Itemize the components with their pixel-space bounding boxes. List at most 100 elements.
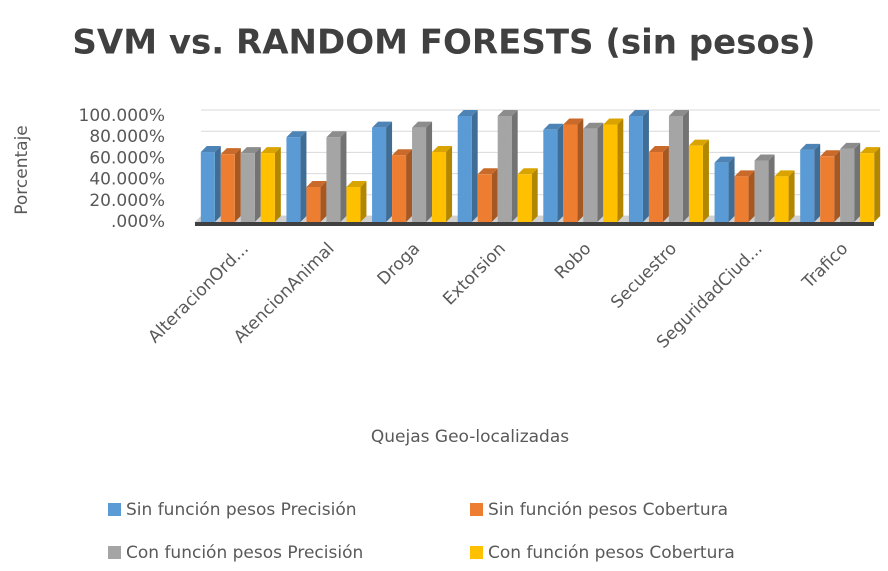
bar-top xyxy=(754,154,775,161)
bar-side xyxy=(300,131,307,222)
bar xyxy=(800,149,815,222)
bar-top xyxy=(260,147,281,154)
bar-side xyxy=(834,150,841,222)
bar-side xyxy=(702,139,709,222)
bar xyxy=(346,187,361,222)
bar-top xyxy=(603,118,624,125)
bar-top xyxy=(457,110,478,116)
bar xyxy=(774,176,789,222)
bar xyxy=(497,116,512,222)
legend-swatch xyxy=(108,503,121,516)
bar xyxy=(306,187,321,222)
x-tick-label: Extorsion xyxy=(439,239,509,309)
bar-top xyxy=(583,122,604,129)
bar xyxy=(734,176,749,222)
bar-side xyxy=(426,121,433,222)
bar-side xyxy=(662,146,669,222)
y-tick-label: 80.000% xyxy=(89,127,165,147)
bar xyxy=(543,129,558,222)
bar-top xyxy=(860,147,881,154)
y-tick-label: 60.000% xyxy=(89,148,165,168)
y-tick-label: .000% xyxy=(111,212,165,232)
bar xyxy=(628,116,643,222)
bar-top xyxy=(346,181,367,188)
floor xyxy=(195,216,880,222)
bar-side xyxy=(214,146,221,222)
bar-top xyxy=(774,170,795,177)
x-tick-label: Trafico xyxy=(798,239,852,293)
x-tick-label: Robo xyxy=(551,239,595,283)
bar xyxy=(754,160,769,222)
bar-side xyxy=(406,149,413,222)
bar-side xyxy=(531,168,538,222)
bar xyxy=(477,174,492,222)
bar-side xyxy=(617,118,624,222)
bar xyxy=(457,116,472,222)
bar xyxy=(563,124,578,222)
legend-swatch xyxy=(108,546,121,559)
bar xyxy=(688,145,703,222)
bar-side xyxy=(254,147,261,222)
bar-side xyxy=(320,181,327,222)
bar-side xyxy=(788,170,795,222)
bar xyxy=(820,156,835,222)
bar xyxy=(603,124,618,222)
x-tick-label: Secuestro xyxy=(607,239,681,313)
legend-swatch xyxy=(470,503,483,516)
bar-top xyxy=(286,131,307,138)
bar-top xyxy=(306,181,327,188)
legend-label: Sin función pesos Cobertura xyxy=(488,500,728,520)
bar-top xyxy=(200,146,221,153)
bar-side xyxy=(768,154,775,222)
bar-side xyxy=(854,142,861,222)
bar-top xyxy=(326,131,347,138)
bar-top xyxy=(714,156,735,163)
bar-side xyxy=(642,110,649,222)
bar xyxy=(714,162,729,222)
bar-top xyxy=(648,146,669,153)
x-axis-title: Quejas Geo-localizadas xyxy=(371,427,569,447)
bar-top xyxy=(840,142,861,149)
bar xyxy=(200,152,215,222)
bar xyxy=(648,152,663,222)
y-tick-label: 20.000% xyxy=(89,191,165,211)
bar-top xyxy=(392,149,413,156)
bar-top xyxy=(820,150,841,157)
bar-top xyxy=(517,168,538,175)
bar xyxy=(260,153,275,222)
bar-side xyxy=(728,156,735,222)
bar xyxy=(840,148,855,222)
chart-title: SVM vs. RANDOM FORESTS (sin pesos) xyxy=(72,23,815,63)
legend-label: Con función pesos Precisión xyxy=(126,543,363,563)
bar-side xyxy=(234,148,241,222)
bar-side xyxy=(491,168,498,222)
bar-top xyxy=(432,146,453,153)
y-axis-title: Porcentaje xyxy=(12,125,32,215)
bar xyxy=(286,137,301,222)
bar-top xyxy=(372,121,393,128)
bar-top xyxy=(497,110,518,116)
legend-label: Con función pesos Cobertura xyxy=(488,543,735,563)
bar-top xyxy=(543,123,564,130)
bar-top xyxy=(734,170,755,177)
bar-side xyxy=(577,118,584,222)
bar-top xyxy=(240,147,261,154)
legend-swatch xyxy=(470,546,483,559)
bar-side xyxy=(274,147,281,222)
bar-side xyxy=(814,143,821,222)
bar-side xyxy=(557,123,564,222)
bar-side xyxy=(446,146,453,222)
bar-side xyxy=(386,121,393,222)
bar-top xyxy=(668,110,689,116)
bar-side xyxy=(471,110,478,222)
bar-side xyxy=(682,110,689,222)
bar-side xyxy=(511,110,518,222)
bar-top xyxy=(688,139,709,146)
bar-side xyxy=(340,131,347,222)
bar-top xyxy=(220,148,241,155)
legend-label: Sin función pesos Precisión xyxy=(126,500,357,520)
bar-side xyxy=(874,147,881,222)
x-tick-label: Droga xyxy=(374,239,424,289)
bar-top xyxy=(412,121,433,128)
